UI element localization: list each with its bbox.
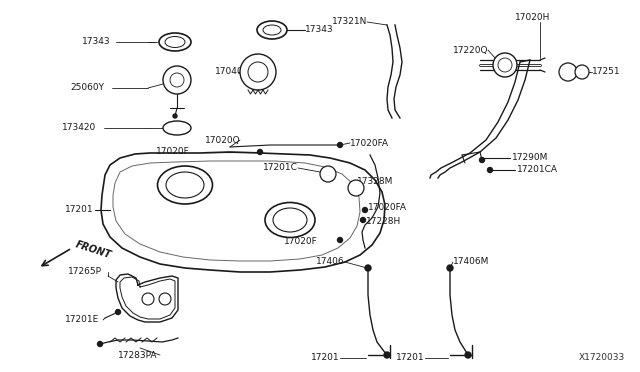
Circle shape <box>488 167 493 173</box>
Circle shape <box>360 218 365 222</box>
Text: 17283PA: 17283PA <box>118 350 157 359</box>
Text: 17228H: 17228H <box>366 218 401 227</box>
Text: 17343: 17343 <box>305 26 333 35</box>
Circle shape <box>173 114 177 118</box>
Text: 17020F: 17020F <box>284 237 318 247</box>
Text: 17020FA: 17020FA <box>368 202 407 212</box>
Text: 17251: 17251 <box>592 67 621 77</box>
Text: 17328M: 17328M <box>357 177 394 186</box>
Text: 17040: 17040 <box>215 67 244 77</box>
Polygon shape <box>101 152 385 272</box>
Ellipse shape <box>157 166 212 204</box>
Circle shape <box>337 237 342 243</box>
Circle shape <box>320 166 336 182</box>
Ellipse shape <box>165 36 185 48</box>
Circle shape <box>115 310 120 314</box>
Circle shape <box>170 73 184 87</box>
Text: 17406: 17406 <box>316 257 345 266</box>
Circle shape <box>384 352 390 358</box>
Text: 17201CA: 17201CA <box>517 166 558 174</box>
Text: 17343: 17343 <box>82 38 111 46</box>
Ellipse shape <box>273 208 307 232</box>
Text: X1720033: X1720033 <box>579 353 625 362</box>
Ellipse shape <box>166 172 204 198</box>
Text: 17220Q: 17220Q <box>452 45 488 55</box>
Ellipse shape <box>257 21 287 39</box>
Text: 173420: 173420 <box>62 124 96 132</box>
Text: 17265P: 17265P <box>68 267 102 276</box>
Text: 17290M: 17290M <box>512 154 548 163</box>
Circle shape <box>142 293 154 305</box>
Ellipse shape <box>265 202 315 237</box>
Circle shape <box>575 65 589 79</box>
Circle shape <box>447 265 453 271</box>
Text: FRONT: FRONT <box>74 240 113 260</box>
Text: 17321N: 17321N <box>332 17 367 26</box>
Text: 17201: 17201 <box>396 353 425 362</box>
Text: 17201: 17201 <box>65 205 93 215</box>
Circle shape <box>337 142 342 148</box>
Circle shape <box>465 352 471 358</box>
Circle shape <box>362 208 367 212</box>
Circle shape <box>257 150 262 154</box>
Ellipse shape <box>159 33 191 51</box>
Circle shape <box>159 293 171 305</box>
Text: 17201E: 17201E <box>65 315 99 324</box>
Circle shape <box>248 62 268 82</box>
Ellipse shape <box>163 121 191 135</box>
Circle shape <box>163 66 191 94</box>
Text: 17201: 17201 <box>312 353 340 362</box>
Circle shape <box>348 180 364 196</box>
Circle shape <box>498 58 512 72</box>
Text: 25060Y: 25060Y <box>70 83 104 93</box>
Circle shape <box>97 341 102 346</box>
Text: 17201C: 17201C <box>263 164 298 173</box>
Ellipse shape <box>263 25 281 35</box>
Text: 17020Q: 17020Q <box>205 135 241 144</box>
Text: 17020FA: 17020FA <box>350 138 389 148</box>
Circle shape <box>240 54 276 90</box>
Text: 17020H: 17020H <box>515 13 550 22</box>
Circle shape <box>479 157 484 163</box>
Circle shape <box>365 265 371 271</box>
Text: 17020F: 17020F <box>156 148 190 157</box>
Text: 17406M: 17406M <box>453 257 490 266</box>
Circle shape <box>493 53 517 77</box>
Circle shape <box>559 63 577 81</box>
